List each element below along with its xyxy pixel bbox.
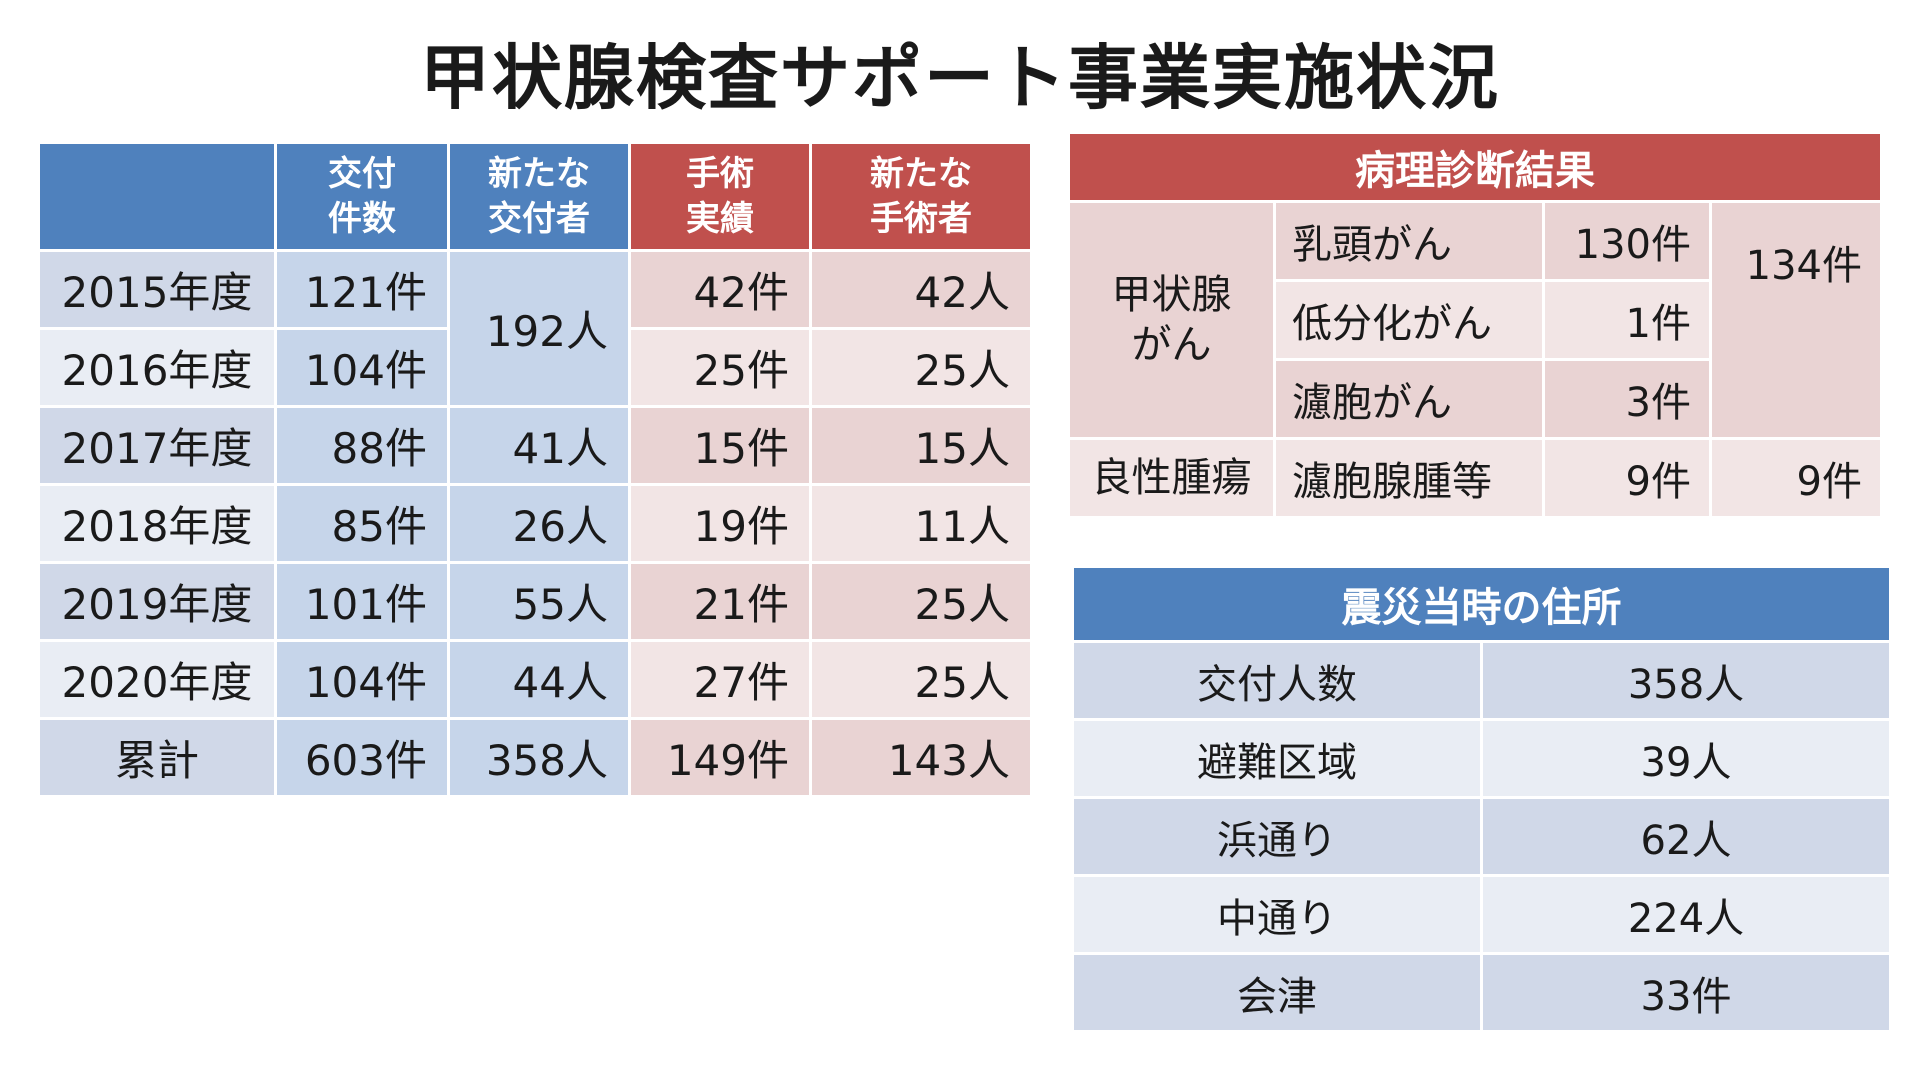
header-new-recipients-line2: 交付者 — [488, 198, 590, 239]
benign-category: 良性腫瘍 — [1070, 440, 1273, 516]
total-new-patients: 143人 — [812, 720, 1030, 795]
header-new-surgery-patients-line2: 手術者 — [870, 198, 972, 239]
issued-cell: 104件 — [277, 330, 447, 405]
new-recipients-cell: 55人 — [450, 564, 628, 639]
pathology-name: 濾胞がん — [1276, 361, 1542, 437]
address-value: 39人 — [1483, 721, 1889, 796]
pathology-value: 1件 — [1545, 282, 1709, 358]
year-cell: 2016年度 — [40, 330, 274, 405]
header-surgeries: 手術 実績 — [631, 144, 809, 249]
header-issued-line1: 交付 — [328, 154, 396, 195]
address-value: 62人 — [1483, 799, 1889, 874]
issued-cell: 85件 — [277, 486, 447, 561]
total-label: 累計 — [40, 720, 274, 795]
pathology-name: 低分化がん — [1276, 282, 1542, 358]
page-title: 甲状腺検査サポート事業実施状況 — [420, 37, 1500, 119]
new-patients-cell: 11人 — [812, 486, 1030, 561]
new-patients-cell: 15人 — [812, 408, 1030, 483]
year-cell: 2017年度 — [40, 408, 274, 483]
table-row: 2019年度 101件 55人 21件 25人 — [40, 564, 1030, 639]
pathology-name: 濾胞腺腫等 — [1276, 440, 1542, 516]
year-cell: 2019年度 — [40, 564, 274, 639]
year-cell: 2020年度 — [40, 642, 274, 717]
pathology-row: 低分化がん 1件 — [1070, 282, 1880, 358]
address-label: 浜通り — [1074, 799, 1480, 874]
new-recipients-cell: 192人 — [450, 252, 628, 405]
total-issued: 603件 — [277, 720, 447, 795]
pathology-header-row: 病理診断結果 — [1070, 134, 1880, 200]
pathology-row: 濾胞がん 3件 — [1070, 361, 1880, 437]
header-surgeries-line2: 実績 — [686, 198, 754, 239]
table-row: 2015年度 121件 192人 42件 42人 — [40, 252, 1030, 405]
table-row: 2020年度 104件 44人 27件 25人 — [40, 642, 1030, 717]
pathology-table: 病理診断結果 甲状腺 がん 乳頭がん 130件 134件 低分化がん 1件 濾胞… — [1067, 131, 1883, 519]
pathology-title: 病理診断結果 — [1070, 134, 1880, 200]
address-value: 33件 — [1483, 955, 1889, 1030]
new-recipients-cell: 44人 — [450, 642, 628, 717]
category-line1: 甲状腺 — [1111, 272, 1232, 318]
table-row: 会津 33件 — [1074, 955, 1889, 1030]
pathology-row: 甲状腺 がん 乳頭がん 130件 134件 — [1070, 203, 1880, 437]
table-row: 2018年度 85件 26人 19件 11人 — [40, 486, 1030, 561]
address-label: 交付人数 — [1074, 643, 1480, 718]
issued-cell: 88件 — [277, 408, 447, 483]
benign-total: 9件 — [1712, 440, 1880, 516]
year-cell: 2018年度 — [40, 486, 274, 561]
header-new-surgery-patients-line1: 新たな — [870, 154, 972, 195]
address-value: 224人 — [1483, 877, 1889, 952]
address-label: 避難区域 — [1074, 721, 1480, 796]
header-surgeries-line1: 手術 — [686, 154, 754, 195]
pathology-name: 乳頭がん — [1276, 203, 1542, 279]
new-recipients-cell: 26人 — [450, 486, 628, 561]
new-recipients-cell: 41人 — [450, 408, 628, 483]
support-summary-table: 交付 件数 新たな 交付者 手術 実績 新たな 手術者 2015年度 121件 … — [37, 141, 1033, 798]
pathology-value: 9件 — [1545, 440, 1709, 516]
new-patients-cell: 42人 — [812, 252, 1030, 327]
new-patients-cell: 25人 — [812, 564, 1030, 639]
address-label: 中通り — [1074, 877, 1480, 952]
address-table: 震災当時の住所 交付人数 358人 避難区域 39人 浜通り 62人 中通り 2… — [1071, 565, 1892, 1033]
cancer-total: 134件 — [1712, 203, 1880, 437]
total-row: 累計 603件 358人 149件 143人 — [40, 720, 1030, 795]
year-cell: 2015年度 — [40, 252, 274, 327]
surgeries-cell: 25件 — [631, 330, 809, 405]
thyroid-cancer-category: 甲状腺 がん — [1070, 203, 1273, 437]
address-value: 358人 — [1483, 643, 1889, 718]
category-line2: がん — [1131, 322, 1212, 368]
header-year — [40, 144, 274, 249]
header-issued: 交付 件数 — [277, 144, 447, 249]
issued-cell: 121件 — [277, 252, 447, 327]
total-surgeries: 149件 — [631, 720, 809, 795]
table-row: 交付人数 358人 — [1074, 643, 1889, 718]
address-header-row: 震災当時の住所 — [1074, 568, 1889, 640]
surgeries-cell: 21件 — [631, 564, 809, 639]
pathology-value: 3件 — [1545, 361, 1709, 437]
table-row: 2017年度 88件 41人 15件 15人 — [40, 408, 1030, 483]
address-label: 会津 — [1074, 955, 1480, 1030]
pathology-row: 良性腫瘍 濾胞腺腫等 9件 9件 — [1070, 440, 1880, 516]
surgeries-cell: 15件 — [631, 408, 809, 483]
surgeries-cell: 42件 — [631, 252, 809, 327]
new-patients-cell: 25人 — [812, 330, 1030, 405]
table-row: 2016年度 104件 25件 25人 — [40, 330, 1030, 405]
surgeries-cell: 19件 — [631, 486, 809, 561]
table-row: 避難区域 39人 — [1074, 721, 1889, 796]
header-issued-line2: 件数 — [328, 198, 396, 239]
total-new-recipients: 358人 — [450, 720, 628, 795]
table-row: 浜通り 62人 — [1074, 799, 1889, 874]
pathology-value: 130件 — [1545, 203, 1709, 279]
new-patients-cell: 25人 — [812, 642, 1030, 717]
table-header-row: 交付 件数 新たな 交付者 手術 実績 新たな 手術者 — [40, 144, 1030, 249]
table-row: 中通り 224人 — [1074, 877, 1889, 952]
address-title: 震災当時の住所 — [1074, 568, 1889, 640]
header-new-surgery-patients: 新たな 手術者 — [812, 144, 1030, 249]
surgeries-cell: 27件 — [631, 642, 809, 717]
header-new-recipients-line1: 新たな — [488, 154, 590, 195]
issued-cell: 104件 — [277, 642, 447, 717]
issued-cell: 101件 — [277, 564, 447, 639]
header-new-recipients: 新たな 交付者 — [450, 144, 628, 249]
